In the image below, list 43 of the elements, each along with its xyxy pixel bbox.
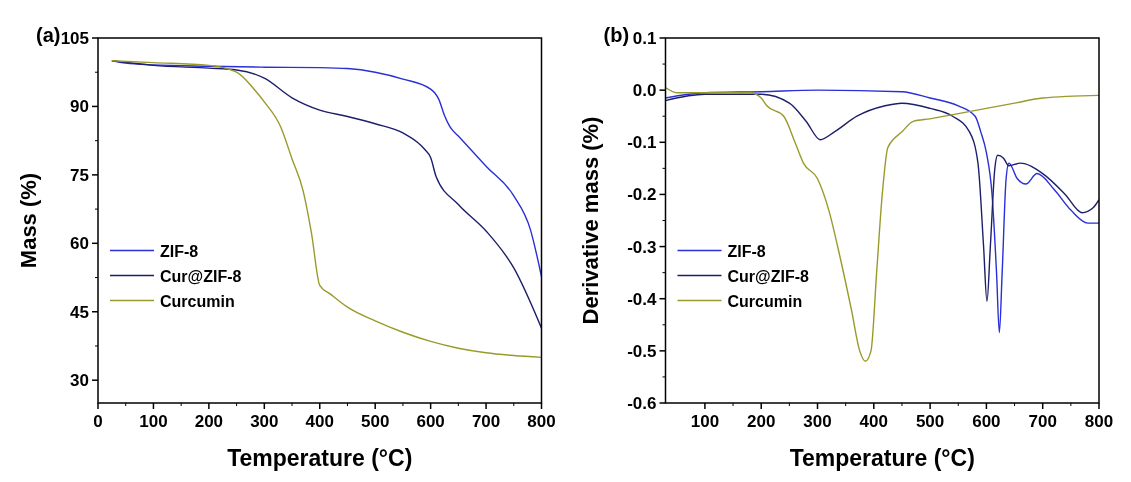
y-tick-label: 75 bbox=[70, 165, 89, 185]
x-tick-label: 600 bbox=[972, 412, 1001, 431]
x-tick-label: 700 bbox=[1028, 412, 1057, 431]
x-tick-label: 400 bbox=[305, 412, 334, 431]
x-tick-label: 300 bbox=[250, 412, 279, 431]
x-tick-label: 500 bbox=[915, 412, 945, 431]
legend-label: Cur@ZIF-8 bbox=[160, 267, 242, 285]
legend-label: ZIF-8 bbox=[160, 242, 199, 260]
x-tick-label: 100 bbox=[690, 412, 720, 431]
y-tick-label: 105 bbox=[60, 29, 89, 48]
x-tick-label: 700 bbox=[471, 412, 501, 431]
y-tick-label: -0.4 bbox=[627, 289, 658, 309]
y-axis-title: Derivative mass (%) bbox=[577, 116, 603, 325]
legend-label: Curcumin bbox=[160, 292, 235, 310]
x-tick-label: 300 bbox=[803, 412, 832, 431]
x-tick-label: 500 bbox=[361, 412, 390, 431]
x-tick-label: 100 bbox=[139, 412, 168, 431]
chart-title: (b) bbox=[603, 24, 630, 46]
x-tick-label: 600 bbox=[416, 412, 445, 431]
legend-label: ZIF-8 bbox=[727, 242, 766, 260]
x-axis-title: Temperature (°C) bbox=[789, 445, 975, 471]
y-tick-label: -0.2 bbox=[627, 185, 657, 205]
chart-title: (a) bbox=[36, 24, 61, 46]
y-tick-label: -0.1 bbox=[627, 133, 657, 153]
y-tick-label: 60 bbox=[70, 234, 89, 254]
legend-label: Curcumin bbox=[727, 292, 803, 310]
y-tick-label: -0.3 bbox=[627, 237, 657, 257]
x-axis-title: Temperature (°C) bbox=[227, 445, 413, 471]
x-tick-label: 200 bbox=[747, 412, 776, 431]
x-tick-label: 800 bbox=[527, 412, 556, 431]
x-tick-label: 0 bbox=[93, 412, 103, 431]
y-tick-label: 90 bbox=[70, 97, 89, 117]
y-axis-title: Mass (%) bbox=[16, 172, 41, 269]
y-tick-label: -0.5 bbox=[627, 341, 657, 361]
x-tick-label: 200 bbox=[194, 412, 224, 431]
y-tick-label: 0.0 bbox=[632, 81, 657, 101]
y-tick-label: 0.1 bbox=[632, 29, 657, 48]
y-tick-label: -0.6 bbox=[627, 394, 657, 413]
legend-label: Cur@ZIF-8 bbox=[727, 267, 809, 285]
x-tick-label: 800 bbox=[1084, 412, 1114, 431]
x-tick-label: 400 bbox=[859, 412, 888, 431]
y-tick-label: 30 bbox=[70, 371, 89, 391]
y-tick-label: 45 bbox=[70, 302, 89, 322]
